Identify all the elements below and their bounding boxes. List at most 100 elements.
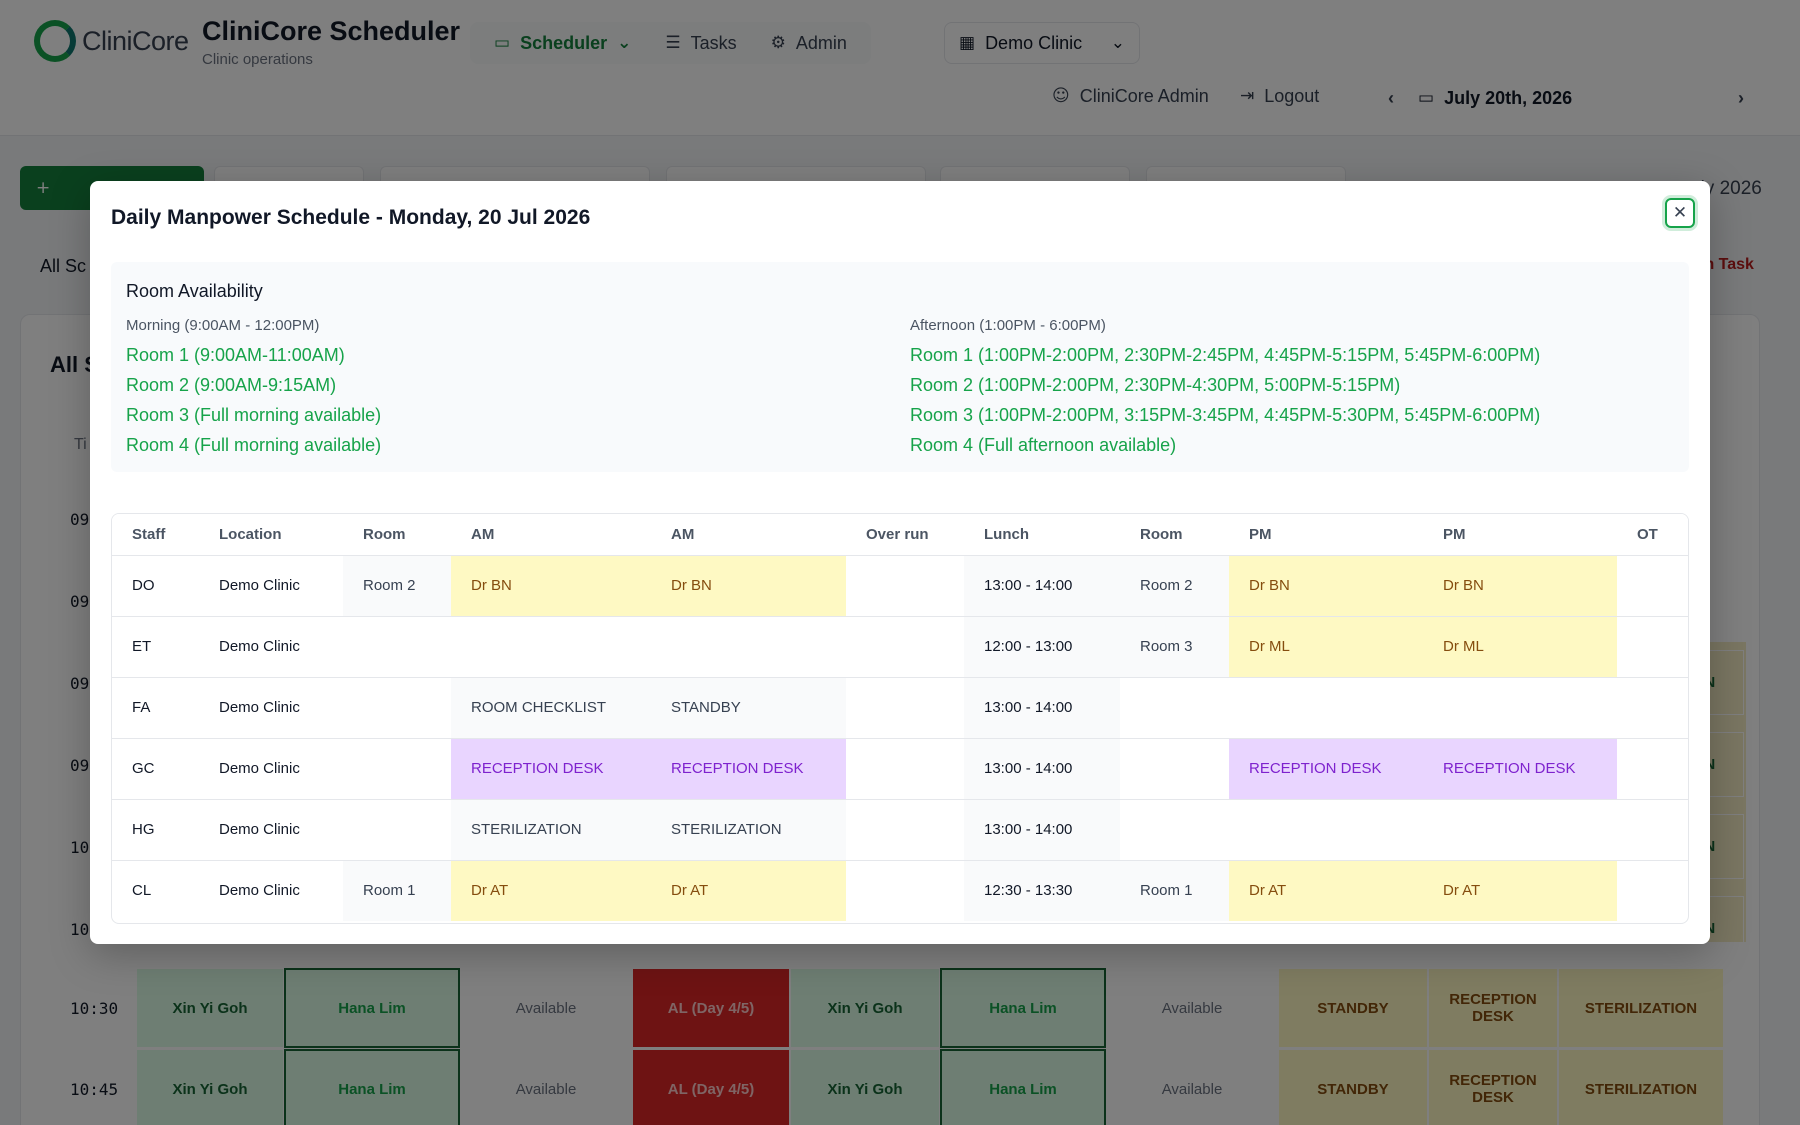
cell-location: Demo Clinic	[219, 882, 300, 900]
cell-pm-1: Dr ML	[1229, 616, 1423, 678]
cell-pm-1: RECEPTION DESK	[1229, 738, 1423, 800]
cell-am-2: RECEPTION DESK	[651, 738, 846, 800]
cell-am-2: STERILIZATION	[651, 799, 846, 861]
cell-over-run	[846, 555, 964, 617]
cell-room-pm	[1120, 799, 1229, 861]
cell-am-1	[451, 616, 651, 678]
afternoon-label: Afternoon (1:00PM - 6:00PM)	[910, 317, 1106, 334]
cell-am-1: Dr AT	[451, 860, 651, 921]
table-row: DO Demo Clinic Room 2 Dr BN Dr BN 13:00 - 14:…	[112, 555, 1688, 617]
cell-ot	[1617, 616, 1688, 678]
table-row: GC Demo Clinic RECEPTION DESK RECEPTION DES…	[112, 738, 1688, 800]
cell-staff: ET	[112, 616, 199, 678]
manpower-modal: Daily Manpower Schedule - Monday, 20 Jul…	[90, 181, 1710, 944]
cell-room-pm: Room 2	[1120, 555, 1229, 617]
morning-slot: Room 3 (Full morning available)	[126, 405, 382, 425]
cell-pm-2: Dr BN	[1423, 555, 1617, 617]
cell-ot	[1617, 799, 1688, 861]
cell-ot	[1617, 860, 1688, 921]
morning-slot: Room 2 (9:00AM-9:15AM)	[126, 375, 337, 395]
manpower-table-container: Staff Location Room AM AM Over run Lunch Room PM…	[111, 513, 1689, 924]
cell-room-am: Room 1	[343, 860, 451, 921]
cell-location: Demo Clinic	[199, 677, 343, 739]
cell-lunch: 12:00 - 13:00	[964, 616, 1120, 678]
table-row: HG Demo Clinic STERILIZATION STERILIZATION 1…	[112, 799, 1688, 861]
cell-over-run	[846, 677, 964, 739]
cell-am-1: Dr BN	[451, 555, 651, 617]
table-row: FA Demo Clinic ROOM CHECKLIST STANDBY 13:00 …	[112, 677, 1688, 739]
cell-location: Demo Clinic	[199, 616, 343, 678]
cell-room-am: Room 2	[343, 555, 451, 617]
cell-pm-1	[1229, 677, 1423, 739]
close-button[interactable]: ✕	[1665, 198, 1695, 228]
afternoon-slot: Room 4 (Full afternoon available)	[910, 435, 1177, 455]
cell-am-1: ROOM CHECKLIST	[451, 677, 651, 739]
cell-am-2: Dr BN	[651, 555, 846, 617]
cell-over-run	[846, 799, 964, 861]
cell-ot	[1617, 555, 1688, 617]
cell-room-pm	[1120, 677, 1229, 739]
afternoon-slot: Room 3 (1:00PM-2:00PM, 3:15PM-3:45PM, 4:…	[910, 405, 1541, 425]
column-header-room-pm: Room	[1120, 514, 1229, 556]
cell-staff: FA	[112, 677, 199, 739]
cell-pm-1: Dr AT	[1229, 860, 1423, 921]
column-header-over-run: Over run	[846, 514, 964, 556]
afternoon-slot: Room 2 (1:00PM-2:00PM, 2:30PM-4:30PM, 5:…	[910, 375, 1401, 395]
cell-location: Demo Clinic	[199, 799, 343, 861]
cell-am-2: Dr AT	[651, 860, 846, 921]
cell-pm-2	[1423, 677, 1617, 739]
morning-slot: Room 4 (Full morning available)	[126, 435, 382, 455]
column-header-lunch: Lunch	[964, 514, 1120, 556]
column-header-pm-2: PM	[1423, 514, 1617, 556]
cell-am-2	[651, 616, 846, 678]
cell-room-am	[343, 799, 451, 861]
morning-availability: Morning (9:00AM - 12:00PM) Room 1 (9:00A…	[126, 317, 381, 460]
cell-pm-2: RECEPTION DESK	[1423, 738, 1617, 800]
column-header-am-1: AM	[451, 514, 651, 556]
cell-staff: CL	[132, 882, 152, 900]
cell-staff: HG	[112, 799, 199, 861]
column-header-location: Location	[199, 514, 343, 556]
table-row: ET Demo Clinic 12:00 - 13:00 Room 3 Dr ML Dr …	[112, 616, 1688, 678]
cell-over-run	[846, 738, 964, 800]
cell-room-pm	[1120, 738, 1229, 800]
afternoon-slot: Room 1 (1:00PM-2:00PM, 2:30PM-2:45PM, 4:…	[910, 345, 1541, 365]
room-availability-panel: Room Availability Morning (9:00AM - 12:0…	[111, 262, 1689, 472]
table-row: CL Demo Clinic Room 1 Dr AT Dr AT 12:30 - 13:…	[112, 860, 1688, 921]
cell-room-pm: Room 3	[1120, 616, 1229, 678]
morning-label: Morning (9:00AM - 12:00PM)	[126, 317, 320, 334]
cell-lunch: 13:00 - 14:00	[964, 555, 1120, 617]
manpower-table: Staff Location Room AM AM Over run Lunch Room PM…	[112, 514, 1688, 921]
cell-lunch: 13:00 - 14:00	[964, 677, 1120, 739]
cell-ot	[1617, 677, 1688, 739]
cell-room-am	[343, 677, 451, 739]
cell-room-pm: Room 1	[1120, 860, 1229, 921]
column-header-staff: Staff	[112, 514, 199, 556]
table-header-row: Staff Location Room AM AM Over run Lunch Room PM…	[112, 514, 1688, 556]
cell-staff: GC	[112, 738, 199, 800]
cell-over-run	[846, 616, 964, 678]
morning-slot: Room 1 (9:00AM-11:00AM)	[126, 345, 345, 365]
cell-am-1: STERILIZATION	[451, 799, 651, 861]
column-header-ot: OT	[1617, 514, 1688, 556]
cell-room-am	[343, 738, 451, 800]
room-availability-title: Room Availability	[126, 281, 263, 301]
cell-over-run	[846, 860, 964, 921]
cell-pm-2	[1423, 799, 1617, 861]
column-header-pm-1: PM	[1229, 514, 1423, 556]
cell-ot	[1617, 738, 1688, 800]
cell-am-1: RECEPTION DESK	[451, 738, 651, 800]
cell-lunch: 13:00 - 14:00	[964, 738, 1120, 800]
cell-pm-1	[1229, 799, 1423, 861]
cell-room-am	[343, 616, 451, 678]
cell-staff: DO	[112, 555, 199, 617]
afternoon-availability: Afternoon (1:00PM - 6:00PM) Room 1 (1:00…	[910, 317, 1540, 460]
cell-lunch: 13:00 - 14:00	[964, 799, 1120, 861]
cell-location: Demo Clinic	[199, 555, 343, 617]
cell-pm-2: Dr ML	[1423, 616, 1617, 678]
close-icon: ✕	[1672, 202, 1688, 223]
cell-am-2: STANDBY	[651, 677, 846, 739]
cell-location: Demo Clinic	[199, 738, 343, 800]
cell-pm-1: Dr BN	[1229, 555, 1423, 617]
